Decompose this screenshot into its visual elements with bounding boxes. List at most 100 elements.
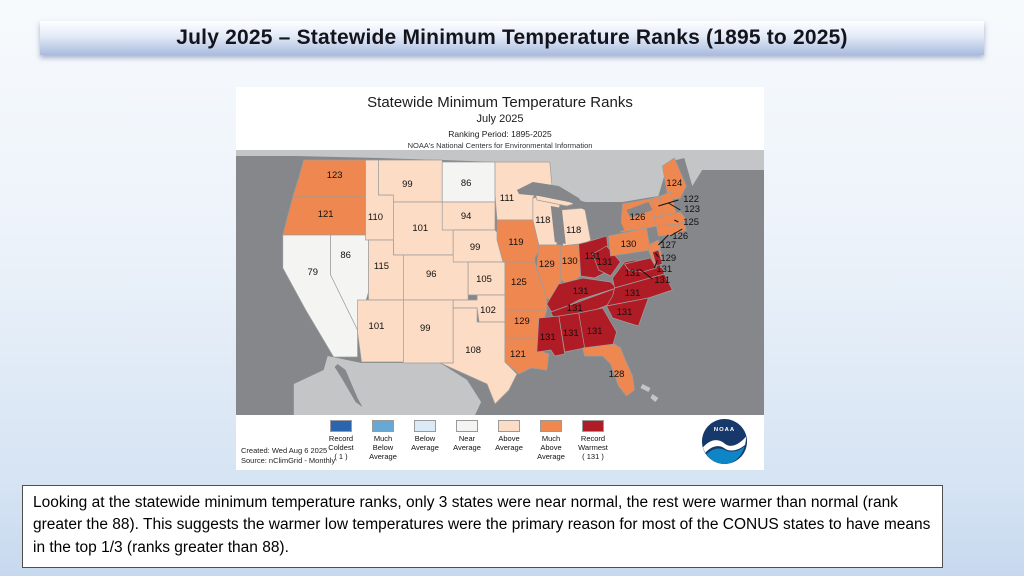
state-rank-label-az: 101 bbox=[369, 321, 385, 332]
legend-item-much_below: Much Below Average bbox=[362, 420, 404, 461]
state-rank-label-ga: 131 bbox=[587, 326, 603, 337]
us-map: 123 121 79 86 110 99 101 115 96 101 99 86 94 99 105 102… bbox=[236, 150, 764, 415]
legend-label: Much Below Average bbox=[369, 434, 397, 461]
bahamas-islands bbox=[650, 394, 659, 402]
slide-title-banner: July 2025 – Statewide Minimum Temperatur… bbox=[40, 21, 984, 55]
state-wv bbox=[592, 245, 621, 277]
caption-text: Looking at the statewide minimum tempera… bbox=[33, 494, 931, 556]
map-panel: Statewide Minimum Temperature Ranks July… bbox=[236, 87, 764, 470]
state-rank-callout-ma: 125 bbox=[683, 217, 699, 228]
state-rank-label-nd: 86 bbox=[461, 178, 472, 189]
state-rank-callout-vt: 122 bbox=[683, 194, 699, 205]
state-rank-callout-de: 131 bbox=[656, 264, 672, 275]
map-attribution: NOAA's National Centers for Environmenta… bbox=[407, 141, 593, 150]
state-rank-callout-ri: 126 bbox=[672, 231, 688, 242]
created-text: Created: Wed Aug 6 2025 bbox=[241, 445, 328, 455]
legend-item-record_warmest: Record Warmest( 131 ) bbox=[572, 420, 614, 461]
state-rank-label-mt: 99 bbox=[402, 179, 413, 190]
legend-swatch bbox=[372, 420, 394, 432]
noaa-logo: NOAA bbox=[701, 418, 748, 465]
legend-swatch bbox=[540, 420, 562, 432]
state-rank-label-wi: 118 bbox=[535, 215, 550, 226]
state-rank-label-or: 121 bbox=[318, 209, 334, 220]
state-rank-label-oh: 131 bbox=[585, 251, 601, 262]
state-rank-label-tx: 108 bbox=[465, 345, 481, 356]
state-rank-label-ne: 99 bbox=[470, 242, 481, 253]
state-rank-label-mi: 118 bbox=[566, 225, 581, 236]
created-source-block: Created: Wed Aug 6 2025 Source: nClimGri… bbox=[241, 446, 335, 466]
map-ranking-period: Ranking Period: 1895-2025 bbox=[448, 129, 552, 139]
state-rank-label-nm: 99 bbox=[420, 323, 431, 334]
state-rank-label-ut: 115 bbox=[374, 261, 389, 272]
legend-item-below: Below Average bbox=[404, 420, 446, 461]
state-rank-label-va: 131 bbox=[625, 268, 641, 279]
state-ms bbox=[536, 315, 566, 357]
legend-label: Record Warmest( 131 ) bbox=[578, 434, 608, 461]
callout-leader-line-de bbox=[653, 259, 658, 269]
legend-label: Near Average bbox=[453, 434, 481, 452]
state-rank-label-mo: 125 bbox=[511, 277, 527, 288]
state-rank-label-la: 121 bbox=[510, 349, 526, 360]
state-sc bbox=[606, 297, 649, 327]
callout-leader-line-ct bbox=[658, 234, 669, 246]
state-rank-label-il: 129 bbox=[539, 259, 555, 270]
state-rank-label-mn: 111 bbox=[500, 193, 514, 204]
state-rank-label-sd: 94 bbox=[461, 211, 472, 222]
legend-label: Below Average bbox=[411, 434, 439, 452]
noaa-logo-bird bbox=[702, 436, 747, 453]
state-rank-label-tn: 131 bbox=[567, 303, 583, 314]
legend-item-much_above: Much Above Average bbox=[530, 420, 572, 461]
legend-swatch bbox=[498, 420, 520, 432]
map-title: Statewide Minimum Temperature Ranks bbox=[367, 94, 633, 111]
state-ct bbox=[656, 223, 681, 237]
state-rank-label-wv: 131 bbox=[597, 257, 613, 268]
gulf-of-california bbox=[334, 364, 363, 407]
state-rank-label-ok: 102 bbox=[480, 305, 496, 316]
state-rank-label-ms: 131 bbox=[540, 332, 556, 343]
callout-leader-line-vt bbox=[658, 199, 679, 207]
state-tx bbox=[439, 307, 518, 405]
map-legend: Record Coldest( 1 ) Much Below Average Below A… bbox=[320, 420, 614, 461]
map-legend-strip: Record Coldest( 1 ) Much Below Average Below A… bbox=[236, 415, 764, 470]
legend-swatch bbox=[456, 420, 478, 432]
state-rank-label-id: 110 bbox=[368, 212, 383, 223]
callout-leader-line-ri bbox=[670, 228, 683, 237]
legend-label: Above Average bbox=[495, 434, 523, 452]
state-rank-label-co: 96 bbox=[426, 269, 437, 280]
state-rank-label-wa: 123 bbox=[327, 170, 343, 181]
state-rank-callout-nh: 123 bbox=[684, 204, 700, 215]
legend-swatch bbox=[414, 420, 436, 432]
state-rank-label-ca: 79 bbox=[307, 267, 318, 278]
source-text: Source: nClimGrid - Monthly bbox=[241, 455, 336, 465]
slide-title: July 2025 – Statewide Minimum Temperatur… bbox=[176, 26, 848, 49]
state-az bbox=[357, 299, 404, 363]
state-rank-label-ny: 126 bbox=[630, 212, 646, 223]
caption-box: Looking at the statewide minimum tempera… bbox=[22, 485, 943, 569]
state-rank-callout-md: 131 bbox=[654, 275, 670, 286]
legend-item-above: Above Average bbox=[488, 420, 530, 461]
state-rank-label-pa: 130 bbox=[621, 239, 637, 250]
noaa-logo-text: NOAA bbox=[714, 427, 735, 433]
legend-item-record_coldest: Record Coldest( 1 ) bbox=[320, 420, 362, 461]
state-fl bbox=[582, 343, 635, 397]
noaa-logo-wave bbox=[706, 446, 745, 465]
state-rank-label-nv: 86 bbox=[340, 250, 351, 261]
state-rank-label-me: 124 bbox=[666, 178, 682, 189]
state-rank-callout-nj: 129 bbox=[660, 253, 676, 264]
state-rank-label-wy: 101 bbox=[412, 223, 428, 234]
canada-landmass bbox=[236, 150, 764, 202]
state-rank-label-sc: 131 bbox=[617, 307, 633, 318]
state-rank-callout-ct: 127 bbox=[660, 240, 676, 251]
state-rank-label-ky: 131 bbox=[573, 286, 589, 297]
state-rank-label-ks: 105 bbox=[476, 274, 492, 285]
state-rank-label-ar: 129 bbox=[514, 316, 530, 327]
legend-swatch bbox=[330, 420, 352, 432]
great-lake bbox=[596, 222, 625, 238]
great-lake bbox=[570, 198, 597, 218]
bahamas-islands bbox=[640, 384, 651, 392]
state-rank-label-fl: 128 bbox=[609, 369, 625, 380]
callout-leader-line-nh bbox=[668, 202, 681, 211]
callout-leader-line-md bbox=[639, 268, 653, 280]
state-rank-label-nc: 131 bbox=[625, 288, 641, 299]
